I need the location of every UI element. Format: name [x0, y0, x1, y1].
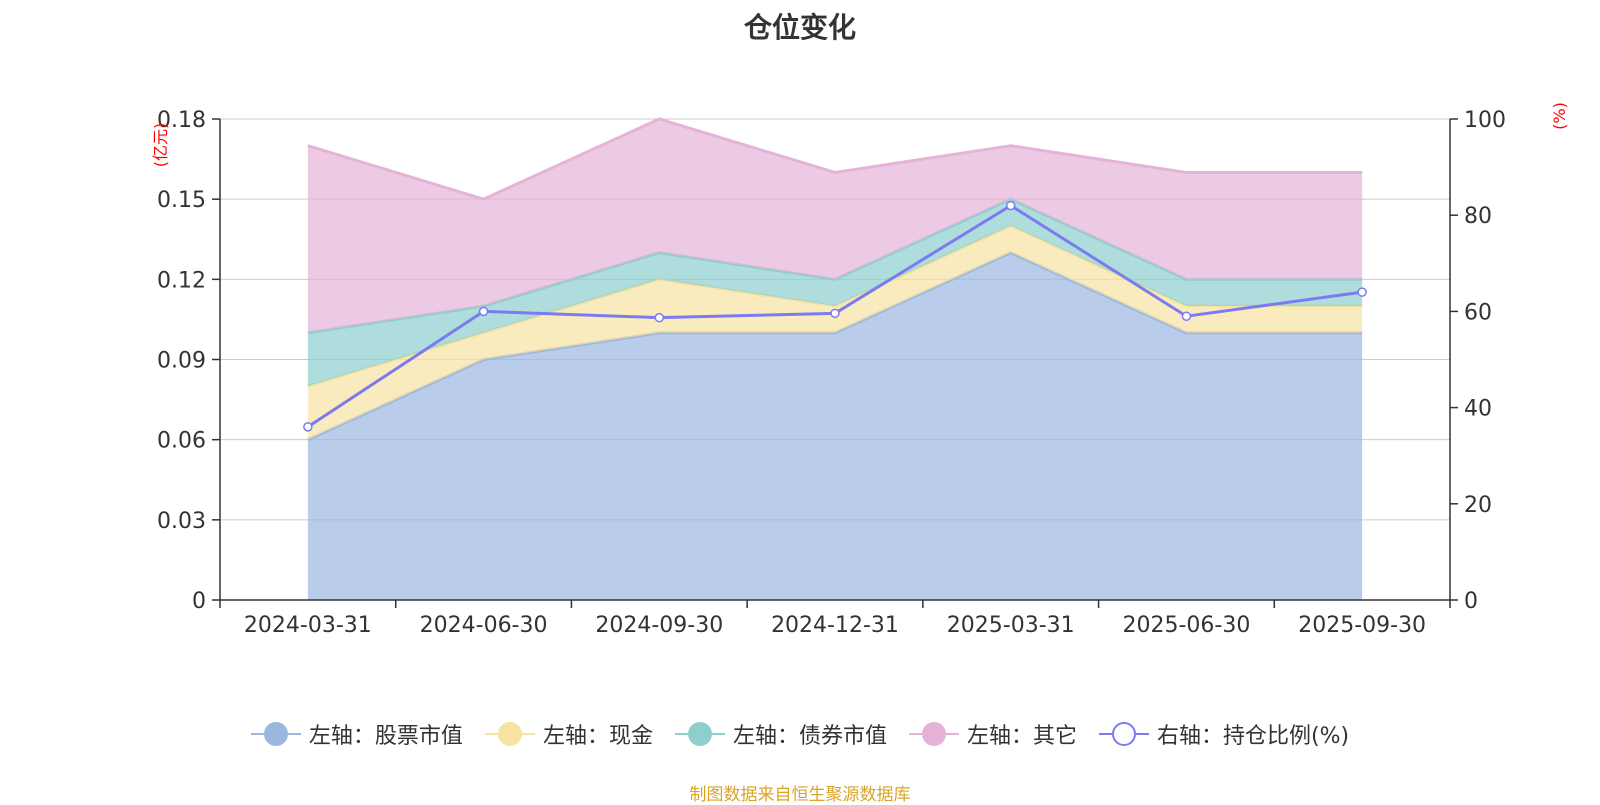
- legend-line-marker-icon: [1098, 721, 1149, 747]
- y-left-axis-label: (亿元): [151, 123, 170, 168]
- legend-circle-marker-icon: [250, 721, 301, 747]
- x-tick-label: 2024-03-31: [244, 613, 372, 638]
- legend-item[interactable]: 左轴：股票市值: [250, 718, 463, 750]
- legend-circle-marker-icon: [674, 721, 725, 747]
- legend-item[interactable]: 右轴：持仓比例(%): [1098, 718, 1350, 750]
- legend-circle-marker-icon: [908, 721, 959, 747]
- data-source-footer: 制图数据来自恒生聚源数据库: [689, 785, 911, 805]
- line-point: [1181, 311, 1192, 321]
- y-left-tick-label: 0.15: [157, 188, 206, 213]
- legend-label: 左轴：股票市值: [308, 724, 463, 749]
- area-line-3: [307, 117, 1363, 201]
- line-point: [478, 306, 489, 317]
- y-right-tick-label: 100: [1464, 108, 1506, 133]
- y-left-tick-label: 0.12: [157, 268, 206, 293]
- y-right-axis-label: (%): [1550, 102, 1569, 130]
- y-right-tick-label: 0: [1464, 589, 1478, 614]
- area-line-1: [307, 224, 1363, 388]
- legend-item[interactable]: 左轴：其它: [908, 718, 1077, 750]
- x-tick-label: 2025-09-30: [1298, 613, 1426, 638]
- x-tick-label: 2024-09-30: [595, 613, 723, 638]
- y-left-tick-label: 0.18: [157, 108, 206, 133]
- x-tick-label: 2025-03-31: [947, 613, 1075, 638]
- y-left-tick-label: 0: [192, 589, 206, 614]
- y-right-tick-label: 20: [1464, 493, 1492, 518]
- y-right-tick-label: 40: [1464, 397, 1492, 422]
- y-right-tick-label: 60: [1464, 300, 1492, 325]
- chart-title: 仓位变化: [743, 12, 856, 43]
- area-series-2: [307, 199, 1363, 387]
- y-right-tick-label: 80: [1464, 204, 1492, 229]
- line-point: [1357, 287, 1367, 297]
- line-point: [830, 308, 840, 319]
- legend-label: 左轴：债券市值: [732, 724, 887, 749]
- y-left-tick-label: 0.03: [157, 509, 206, 534]
- area-series-3: [307, 119, 1363, 333]
- x-tick-label: 2025-06-30: [1122, 613, 1250, 638]
- legend-label: 左轴：其它: [966, 724, 1077, 749]
- line-point: [303, 422, 313, 432]
- line-point: [654, 312, 665, 323]
- legend-item[interactable]: 左轴：现金: [484, 718, 653, 750]
- chart-legend: 左轴：股票市值 左轴：现金 左轴：债券市值 左轴：其它 右轴：持仓比例(%): [0, 718, 1600, 750]
- x-tick-label: 2024-12-31: [771, 613, 899, 638]
- legend-label: 右轴：持仓比例(%): [1156, 724, 1350, 749]
- legend-item[interactable]: 左轴：债券市值: [674, 718, 887, 750]
- x-tick-label: 2024-06-30: [420, 613, 548, 638]
- y-left-tick-label: 0.09: [157, 349, 206, 374]
- chart-plot: 0 0.03 0.06 0.09 0.12 0.15 0.18(亿元) 0 20 40 60 80 10…: [151, 102, 1569, 638]
- legend-circle-marker-icon: [484, 721, 535, 747]
- line-point: [1005, 200, 1016, 211]
- y-left-tick-label: 0.06: [157, 429, 206, 454]
- area-series-0: [307, 252, 1363, 600]
- legend-label: 左轴：现金: [542, 724, 653, 749]
